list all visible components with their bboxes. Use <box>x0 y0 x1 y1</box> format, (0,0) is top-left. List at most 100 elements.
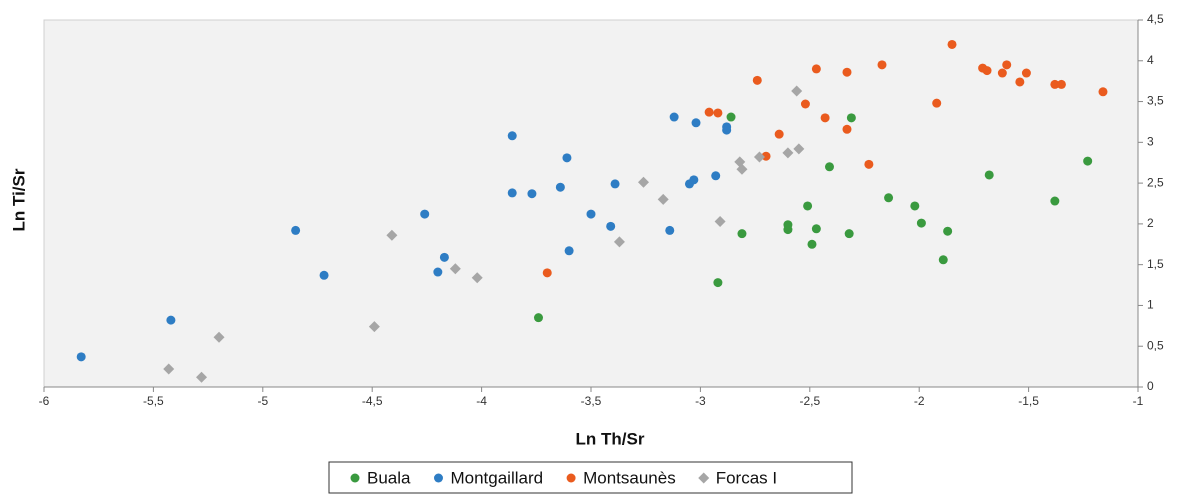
data-point <box>555 182 565 192</box>
data-point <box>711 171 721 181</box>
data-point <box>1083 156 1093 166</box>
data-point <box>1050 196 1060 206</box>
data-point <box>527 189 537 199</box>
data-point <box>984 170 994 180</box>
data-point <box>610 179 620 189</box>
data-point <box>774 129 784 139</box>
data-point <box>877 60 887 70</box>
data-point <box>910 201 920 211</box>
data-point <box>1056 79 1066 89</box>
data-point <box>943 226 953 236</box>
data-point <box>783 220 793 230</box>
data-point <box>613 236 625 248</box>
data-point <box>76 352 86 362</box>
data-point <box>291 225 301 235</box>
data-point <box>800 99 810 109</box>
y-tick-label: 1,5 <box>1147 257 1164 271</box>
y-tick-label: 4,5 <box>1147 12 1164 26</box>
y-tick-label: 2,5 <box>1147 175 1164 189</box>
x-tick-label: -4,5 <box>362 394 383 408</box>
legend-label: Montgaillard <box>450 468 543 487</box>
legend-marker <box>433 473 443 483</box>
data-point <box>665 225 675 235</box>
data-point <box>916 218 926 228</box>
data-point <box>791 85 803 97</box>
data-point <box>722 125 732 135</box>
legend-label: Forcas I <box>716 468 777 487</box>
data-point <box>196 371 208 383</box>
data-point <box>420 209 430 219</box>
data-point <box>471 272 483 284</box>
data-point <box>803 201 813 211</box>
data-point <box>820 113 830 123</box>
x-tick-label: -5,5 <box>143 394 164 408</box>
data-point <box>319 270 329 280</box>
x-tick-label: -6 <box>39 394 50 408</box>
data-point <box>542 268 552 278</box>
data-point <box>884 193 894 203</box>
data-point <box>562 153 572 163</box>
y-tick-label: 3,5 <box>1147 94 1164 108</box>
data-point <box>811 64 821 74</box>
data-point <box>713 278 723 288</box>
data-point <box>726 112 736 122</box>
data-point <box>606 221 616 231</box>
data-point <box>947 39 957 49</box>
data-point <box>982 66 992 76</box>
data-point <box>811 224 821 234</box>
y-tick-label: 1 <box>1147 298 1154 312</box>
data-point <box>704 107 714 117</box>
data-point <box>1050 79 1060 89</box>
x-tick-label: -5 <box>257 394 268 408</box>
data-point <box>846 113 856 123</box>
data-point <box>842 67 852 77</box>
y-tick-label: 3 <box>1147 135 1154 149</box>
y-axis-title: Ln Ti/Sr <box>9 168 28 231</box>
data-point <box>737 229 747 239</box>
data-point <box>807 239 817 249</box>
data-point <box>433 267 443 277</box>
data-point <box>638 176 650 188</box>
x-axis-title: Ln Th/Sr <box>576 429 645 448</box>
data-point <box>782 147 794 159</box>
data-point <box>761 151 771 161</box>
data-point <box>564 246 574 256</box>
data-point <box>586 209 596 219</box>
data-point <box>386 229 398 241</box>
data-point <box>533 313 543 323</box>
data-point <box>1021 68 1031 78</box>
data-point <box>669 112 679 122</box>
data-point <box>842 124 852 134</box>
legend-marker <box>350 473 360 483</box>
x-tick-label: -1,5 <box>1018 394 1039 408</box>
y-tick-label: 0,5 <box>1147 338 1164 352</box>
data-point <box>166 315 176 325</box>
data-point <box>713 108 723 118</box>
data-point <box>449 263 461 275</box>
data-point <box>213 331 225 343</box>
plot-area <box>43 19 1139 388</box>
x-tick-label: -4 <box>476 394 487 408</box>
y-tick-label: 0 <box>1147 379 1154 393</box>
y-tick-label: 4 <box>1147 53 1154 67</box>
data-point <box>932 98 942 108</box>
x-tick-label: -2 <box>914 394 925 408</box>
data-point <box>753 151 765 163</box>
data-point <box>714 215 726 227</box>
data-point <box>752 75 762 85</box>
data-point <box>439 252 449 262</box>
data-point <box>507 131 517 141</box>
data-point <box>507 188 517 198</box>
x-tick-label: -3,5 <box>581 394 602 408</box>
data-point <box>864 159 874 169</box>
y-tick-label: 2 <box>1147 216 1154 230</box>
legend-label: Montsaunès <box>583 468 676 487</box>
data-point <box>689 175 699 185</box>
legend-marker <box>566 473 576 483</box>
x-tick-label: -2,5 <box>799 394 820 408</box>
legend-label: Buala <box>367 468 411 487</box>
data-point <box>824 162 834 172</box>
data-point <box>368 321 380 333</box>
